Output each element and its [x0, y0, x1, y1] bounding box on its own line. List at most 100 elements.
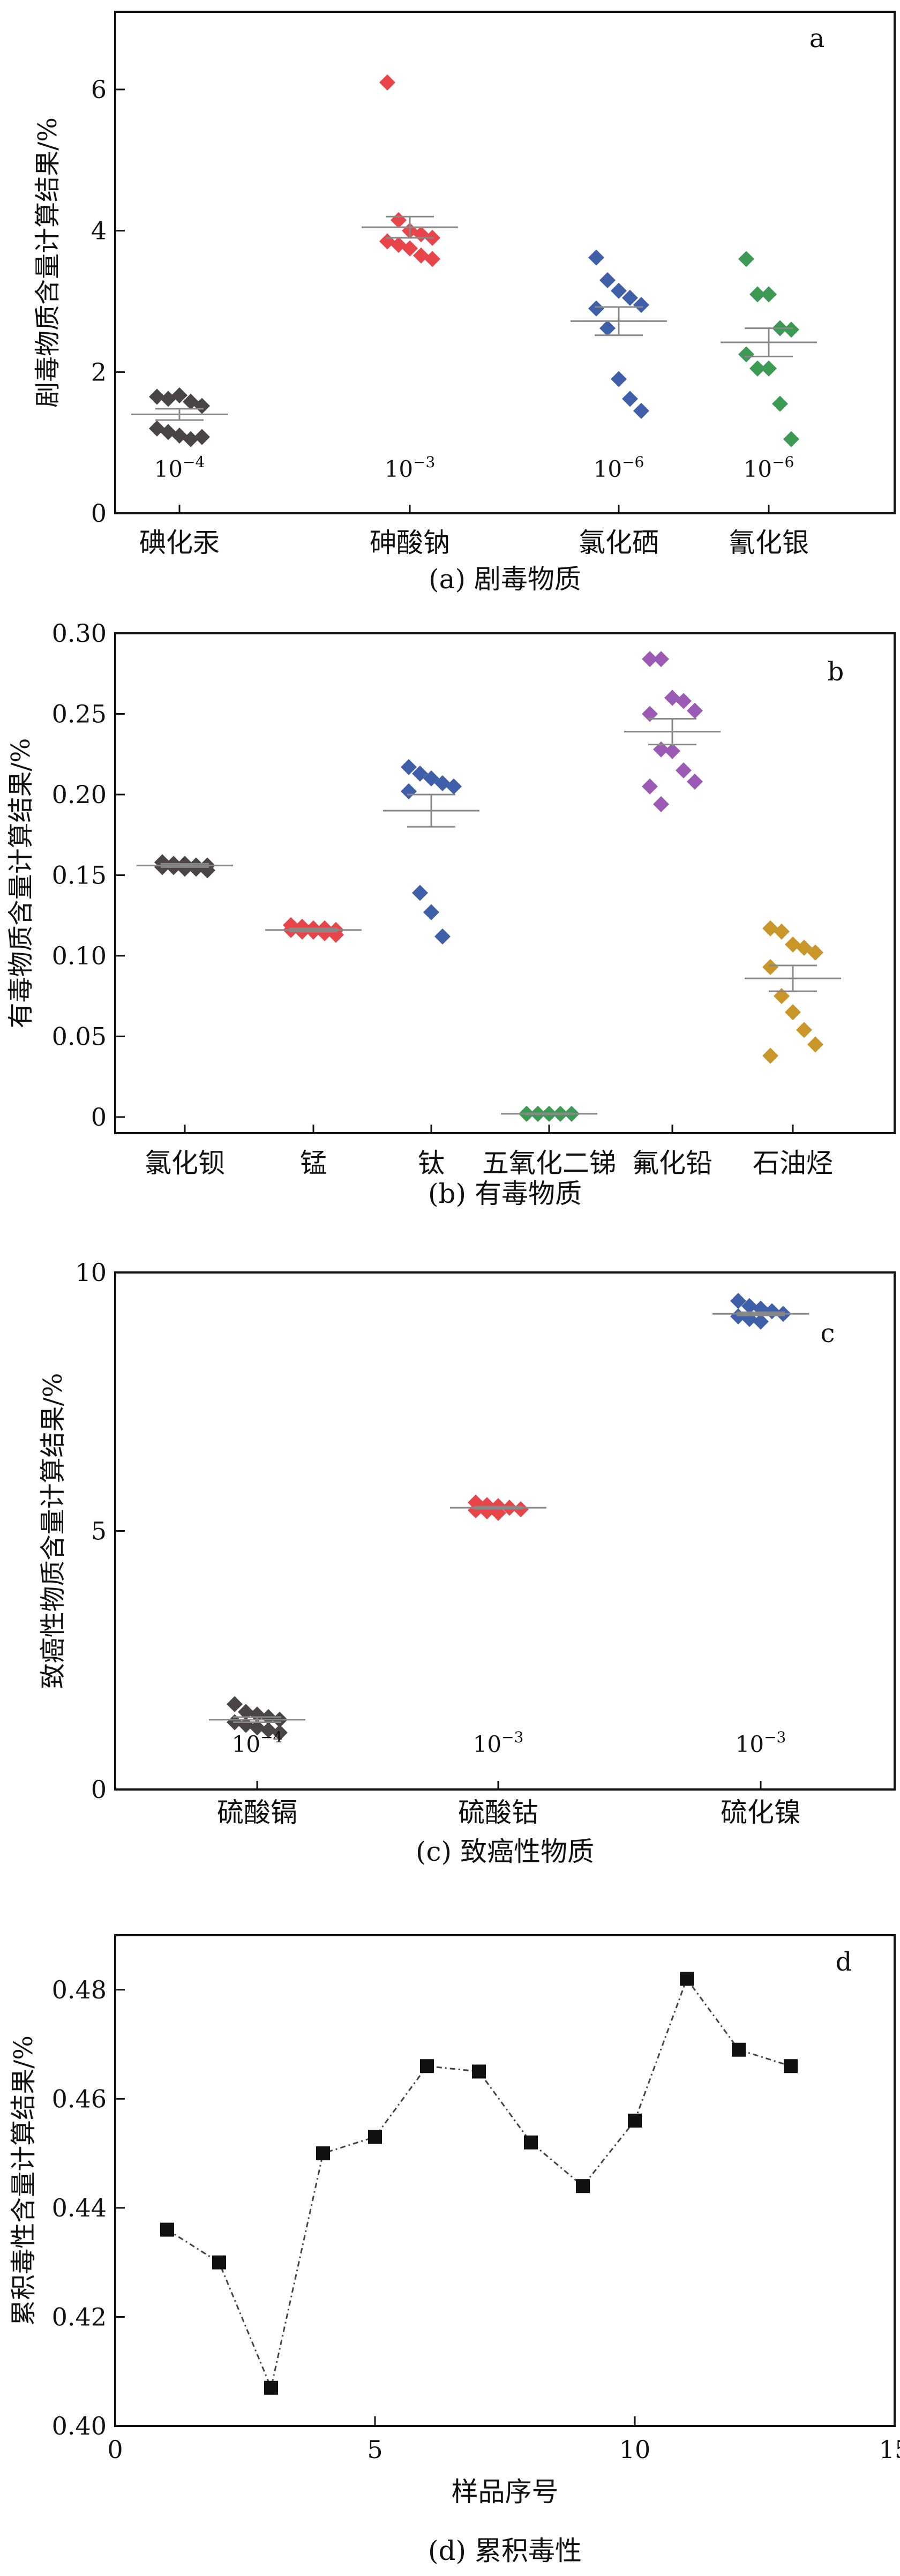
data-point [762, 1047, 778, 1064]
data-point [796, 1022, 812, 1038]
data-point [664, 743, 680, 759]
data-point [379, 74, 395, 91]
panel-label: b [828, 657, 844, 687]
plot-frame [114, 632, 896, 1134]
y-tick-label: 0.40 [52, 2412, 107, 2440]
data-point [785, 1004, 801, 1021]
data-point [762, 959, 778, 976]
data-point [738, 346, 754, 363]
panel-label: d [836, 1947, 852, 1977]
y-tick-label: 0.15 [52, 860, 107, 889]
data-point [212, 2255, 226, 2270]
scale-annotation: 10−6 [594, 453, 644, 482]
data-point [183, 431, 199, 447]
data-point [401, 783, 417, 799]
data-point [472, 2064, 486, 2079]
data-point [628, 2114, 642, 2128]
data-point [599, 320, 616, 336]
panel-label: c [821, 1319, 835, 1349]
data-point [796, 939, 812, 956]
data-point [423, 904, 439, 920]
data-point [772, 395, 788, 412]
data-point [761, 286, 777, 303]
data-point [446, 778, 462, 795]
data-point [412, 765, 428, 782]
data-point [316, 2146, 330, 2161]
data-point [524, 2135, 538, 2150]
scale-annotation: 10−3 [385, 453, 436, 482]
y-tick-label: 6 [91, 75, 107, 104]
data-point [687, 773, 703, 790]
data-point [238, 1704, 254, 1720]
y-axis-label: 剧毒物质含量计算结果/% [33, 117, 63, 408]
data-point [633, 297, 649, 313]
data-point [807, 1036, 823, 1053]
data-point [807, 944, 823, 961]
data-point [730, 1293, 746, 1309]
y-tick-label: 10 [75, 1258, 107, 1287]
panel-label: a [809, 24, 825, 54]
data-point [227, 1696, 243, 1712]
data-point [402, 240, 418, 257]
data-point [588, 249, 604, 266]
category-label: 氰化银 [729, 527, 809, 558]
y-tick-label: 0.20 [52, 780, 107, 809]
series-line [167, 1977, 791, 2391]
data-point [749, 360, 766, 377]
data-point [653, 651, 669, 668]
y-tick-label: 4 [91, 216, 107, 245]
category-label: 石油烃 [753, 1148, 833, 1179]
data-point [368, 2130, 382, 2144]
data-point [653, 796, 669, 813]
category-label: 氯化硒 [579, 527, 659, 558]
y-tick-label: 0 [91, 1775, 107, 1804]
data-point [783, 431, 799, 447]
scale-annotation: 10−4 [232, 1728, 283, 1757]
y-tick-label: 0.25 [52, 699, 107, 728]
y-axis-label: 有毒物质含量计算结果/% [6, 738, 36, 1029]
data-point [194, 398, 210, 414]
y-axis-label: 累积毒性含量计算结果/% [9, 2035, 39, 2326]
data-point [622, 289, 638, 306]
data-point [412, 885, 428, 901]
scale-annotation: 10−3 [473, 1728, 524, 1757]
data-point [687, 702, 703, 719]
data-point [420, 2059, 434, 2073]
y-tick-label: 0 [91, 1103, 107, 1132]
category-label: 碘化汞 [139, 527, 220, 558]
data-point [753, 1300, 769, 1317]
plot-frame [114, 11, 896, 514]
data-point [642, 651, 658, 668]
plot-frame [114, 1271, 896, 1791]
data-point [260, 1722, 276, 1739]
data-point [784, 2059, 798, 2073]
data-point [611, 282, 627, 299]
category-label: 氟化铅 [632, 1148, 712, 1179]
data-point [434, 928, 451, 945]
data-point [633, 402, 649, 419]
data-point [764, 1303, 780, 1320]
data-point [732, 2042, 746, 2057]
data-point [434, 775, 451, 791]
data-point [783, 321, 799, 338]
data-point [749, 286, 766, 303]
data-point [761, 360, 777, 377]
category-label: 钛 [418, 1148, 445, 1179]
y-axis-label: 致癌性物质含量计算结果/% [38, 1373, 68, 1689]
chart-panel-b: 0 0.05 0.10 0.15 0.20 0.25 0.30 有毒物质含量计算结果/% b (b… [6, 619, 896, 1209]
x-tick-label: 15 [879, 2435, 900, 2464]
data-point [177, 860, 193, 877]
data-point [741, 1298, 758, 1314]
data-point [249, 1706, 265, 1723]
data-point [576, 2179, 590, 2193]
data-point [249, 1719, 265, 1736]
data-point [588, 300, 604, 317]
data-point [611, 371, 627, 387]
y-tick-label: 0.42 [52, 2302, 107, 2331]
data-point [468, 1502, 484, 1518]
data-point [238, 1717, 254, 1733]
data-point [642, 706, 658, 722]
scale-annotation: 10−4 [154, 453, 205, 482]
x-tick-label: 5 [367, 2435, 382, 2464]
plot-frame [114, 1934, 896, 2427]
